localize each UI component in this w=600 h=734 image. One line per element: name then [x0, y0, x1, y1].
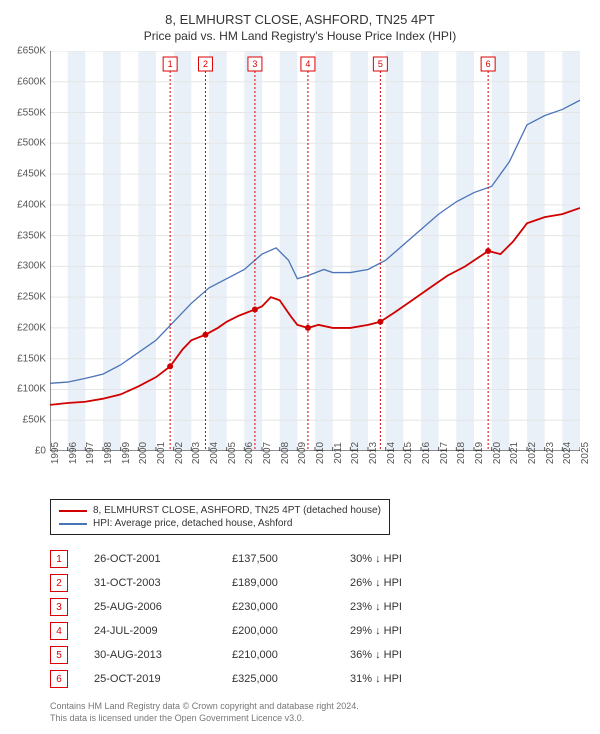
y-tick-label: £500K — [17, 138, 46, 149]
x-tick-label: 2024 — [562, 442, 573, 464]
y-tick-label: £150K — [17, 353, 46, 364]
x-axis-labels: 1995199619971998199920002001200220032004… — [50, 451, 580, 491]
disclaimer-line: This data is licensed under the Open Gov… — [50, 713, 590, 725]
event-row: 4 24-JUL-2009 £200,000 29% ↓ HPI — [50, 619, 590, 643]
y-tick-label: £450K — [17, 169, 46, 180]
y-tick-label: £350K — [17, 230, 46, 241]
x-tick-label: 2020 — [492, 442, 503, 464]
legend-swatch-hpi — [59, 523, 87, 525]
event-row: 1 26-OCT-2001 £137,500 30% ↓ HPI — [50, 547, 590, 571]
event-row: 6 25-OCT-2019 £325,000 31% ↓ HPI — [50, 667, 590, 691]
x-tick-label: 2001 — [156, 442, 167, 464]
event-price: £189,000 — [232, 577, 332, 589]
event-delta: 36% ↓ HPI — [350, 649, 460, 661]
event-number-badge: 2 — [50, 574, 68, 592]
disclaimer: Contains HM Land Registry data © Crown c… — [50, 701, 590, 724]
event-delta: 29% ↓ HPI — [350, 625, 460, 637]
chart-title: 8, ELMHURST CLOSE, ASHFORD, TN25 4PT — [10, 12, 590, 27]
x-tick-label: 2018 — [456, 442, 467, 464]
x-tick-label: 2004 — [209, 442, 220, 464]
x-tick-label: 2012 — [350, 442, 361, 464]
x-tick-label: 2015 — [403, 442, 414, 464]
event-row: 3 25-AUG-2006 £230,000 23% ↓ HPI — [50, 595, 590, 619]
svg-text:4: 4 — [305, 59, 310, 69]
legend-item-hpi: HPI: Average price, detached house, Ashf… — [59, 517, 381, 530]
y-axis-labels: £0£50K£100K£150K£200K£250K£300K£350K£400… — [10, 51, 48, 451]
chart-container: £0£50K£100K£150K£200K£250K£300K£350K£400… — [50, 51, 590, 451]
x-tick-label: 1999 — [121, 442, 132, 464]
event-date: 24-JUL-2009 — [94, 625, 214, 637]
legend-item-price-paid: 8, ELMHURST CLOSE, ASHFORD, TN25 4PT (de… — [59, 504, 381, 517]
disclaimer-line: Contains HM Land Registry data © Crown c… — [50, 701, 590, 713]
event-date: 25-AUG-2006 — [94, 601, 214, 613]
x-tick-label: 1996 — [68, 442, 79, 464]
svg-text:3: 3 — [252, 59, 257, 69]
event-row: 2 31-OCT-2003 £189,000 26% ↓ HPI — [50, 571, 590, 595]
x-tick-label: 1998 — [103, 442, 114, 464]
legend-swatch-price-paid — [59, 510, 87, 512]
event-price: £325,000 — [232, 673, 332, 685]
legend-label: HPI: Average price, detached house, Ashf… — [93, 518, 292, 529]
y-tick-label: £650K — [17, 46, 46, 57]
y-tick-label: £250K — [17, 292, 46, 303]
x-tick-label: 2002 — [174, 442, 185, 464]
legend-label: 8, ELMHURST CLOSE, ASHFORD, TN25 4PT (de… — [93, 505, 381, 516]
y-tick-label: £200K — [17, 322, 46, 333]
event-number-badge: 4 — [50, 622, 68, 640]
x-tick-label: 2000 — [138, 442, 149, 464]
x-tick-label: 1997 — [85, 442, 96, 464]
event-number-badge: 3 — [50, 598, 68, 616]
x-tick-label: 2019 — [474, 442, 485, 464]
event-delta: 31% ↓ HPI — [350, 673, 460, 685]
svg-text:1: 1 — [168, 59, 173, 69]
event-delta: 23% ↓ HPI — [350, 601, 460, 613]
x-tick-label: 2008 — [280, 442, 291, 464]
event-number-badge: 5 — [50, 646, 68, 664]
legend: 8, ELMHURST CLOSE, ASHFORD, TN25 4PT (de… — [50, 499, 390, 535]
y-tick-label: £600K — [17, 76, 46, 87]
events-table: 1 26-OCT-2001 £137,500 30% ↓ HPI 2 31-OCT-200… — [50, 547, 590, 691]
svg-text:6: 6 — [486, 59, 491, 69]
x-tick-label: 2003 — [191, 442, 202, 464]
svg-text:2: 2 — [203, 59, 208, 69]
y-tick-label: £0 — [35, 446, 46, 457]
event-date: 31-OCT-2003 — [94, 577, 214, 589]
x-tick-label: 2023 — [545, 442, 556, 464]
x-tick-label: 2016 — [421, 442, 432, 464]
event-row: 5 30-AUG-2013 £210,000 36% ↓ HPI — [50, 643, 590, 667]
chart-subtitle: Price paid vs. HM Land Registry's House … — [10, 29, 590, 43]
x-tick-label: 2010 — [315, 442, 326, 464]
chart-svg: 1 2 3 4 5 6 — [50, 51, 580, 451]
y-tick-label: £50K — [23, 415, 46, 426]
y-tick-label: £300K — [17, 261, 46, 272]
x-tick-label: 1995 — [50, 442, 61, 464]
y-tick-label: £400K — [17, 199, 46, 210]
x-tick-label: 2021 — [509, 442, 520, 464]
x-tick-label: 2014 — [386, 442, 397, 464]
event-number-badge: 1 — [50, 550, 68, 568]
event-price: £210,000 — [232, 649, 332, 661]
x-tick-label: 2007 — [262, 442, 273, 464]
x-tick-label: 2022 — [527, 442, 538, 464]
x-tick-label: 2025 — [580, 442, 591, 464]
x-tick-label: 2011 — [333, 442, 344, 464]
event-number-badge: 6 — [50, 670, 68, 688]
event-delta: 26% ↓ HPI — [350, 577, 460, 589]
x-tick-label: 2005 — [227, 442, 238, 464]
event-date: 25-OCT-2019 — [94, 673, 214, 685]
x-tick-label: 2013 — [368, 442, 379, 464]
event-price: £230,000 — [232, 601, 332, 613]
svg-text:5: 5 — [378, 59, 383, 69]
x-tick-label: 2006 — [244, 442, 255, 464]
x-tick-label: 2009 — [297, 442, 308, 464]
event-price: £200,000 — [232, 625, 332, 637]
y-tick-label: £100K — [17, 384, 46, 395]
x-tick-label: 2017 — [439, 442, 450, 464]
event-date: 30-AUG-2013 — [94, 649, 214, 661]
event-date: 26-OCT-2001 — [94, 553, 214, 565]
y-tick-label: £550K — [17, 107, 46, 118]
event-price: £137,500 — [232, 553, 332, 565]
event-delta: 30% ↓ HPI — [350, 553, 460, 565]
